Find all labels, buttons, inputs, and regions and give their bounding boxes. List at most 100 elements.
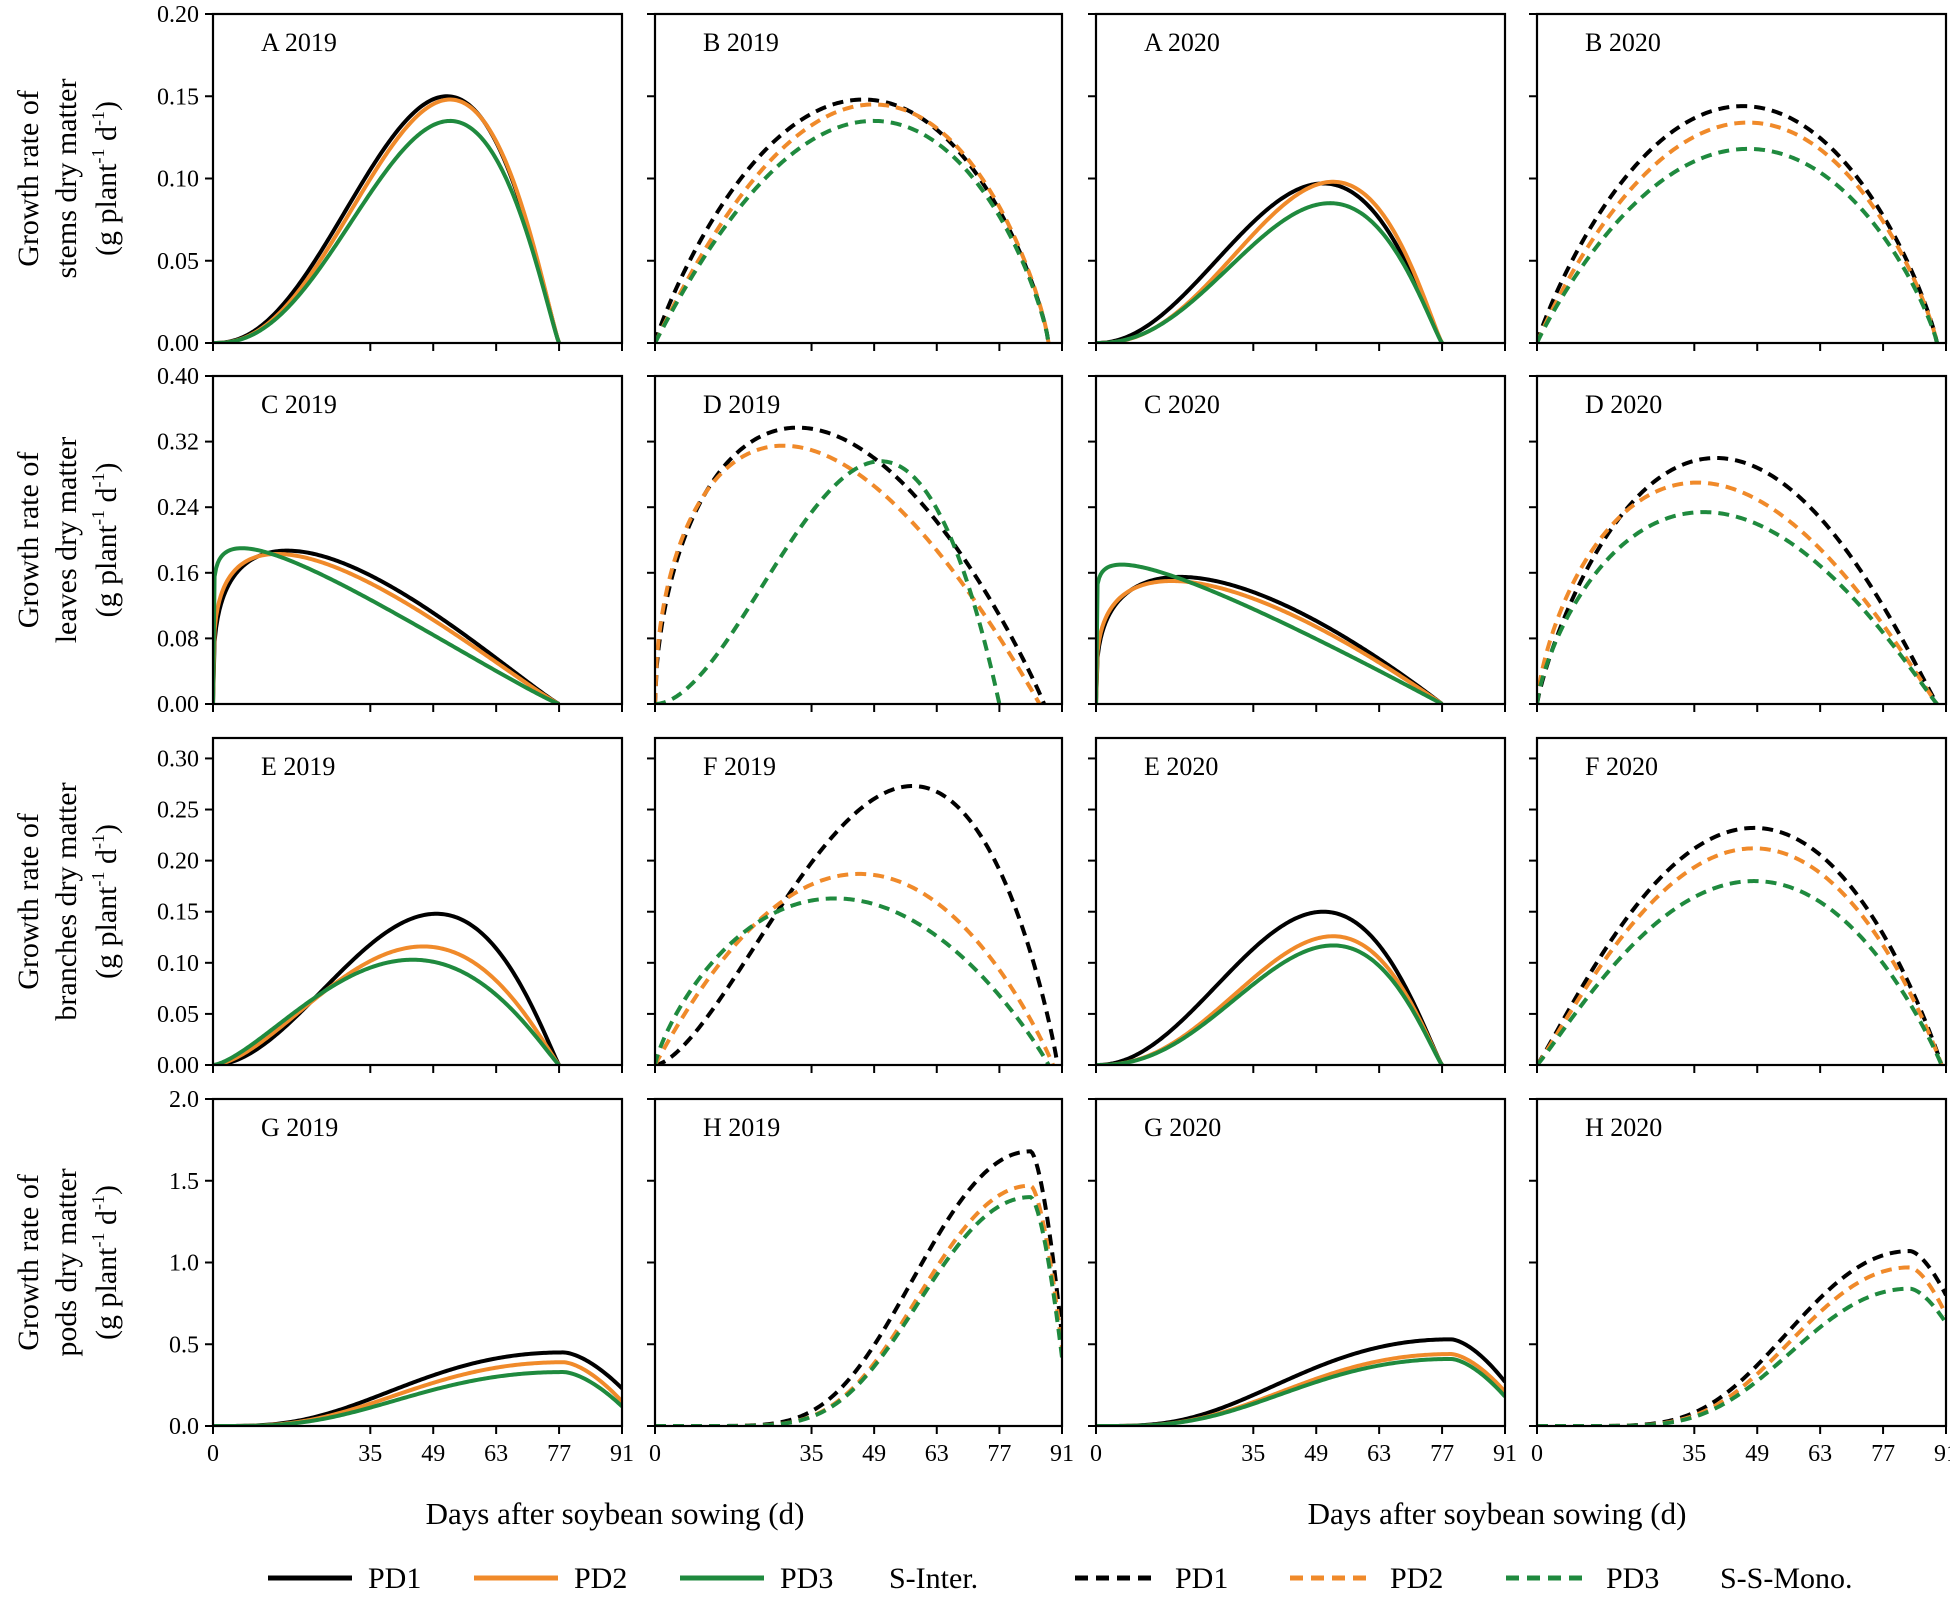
- y-tick-label: 0.05: [157, 249, 199, 275]
- series-line-pd3: [1537, 1286, 1946, 1426]
- row-label-line2: leaves dry matter: [50, 437, 83, 644]
- panel-title: G 2020: [1144, 1113, 1221, 1142]
- panel-title: H 2020: [1585, 1113, 1662, 1142]
- y-tick-label: 0.16: [157, 561, 199, 587]
- panel-d-2020: D 2020: [1529, 374, 1948, 712]
- series-line-pd2: [655, 102, 1051, 343]
- row-label: Growth rate of leaves dry matter (g plant-…: [12, 437, 123, 644]
- row-label: Growth rate of stems dry matter (g plant-1…: [12, 79, 123, 279]
- series-line-pd2: [655, 871, 1055, 1065]
- plot-frame: [1094, 1097, 1507, 1428]
- x-tick-label: 0: [1090, 1441, 1102, 1467]
- series-line-pd3: [1537, 146, 1939, 343]
- series-line-pd3: [1096, 1356, 1505, 1426]
- panel-f-2019: F 2019: [647, 736, 1064, 1073]
- row-label-line2: pods dry matter: [50, 1168, 83, 1356]
- series-line-pd1: [1537, 455, 1939, 704]
- x-tick-label: 91: [1934, 1441, 1950, 1467]
- row-label: Growth rate of branches dry matter (g plan…: [12, 782, 123, 1020]
- y-tick-label: 0.0: [169, 1414, 199, 1440]
- panel-g-2020: G 2020 0 35 49 63 77 91: [1088, 1097, 1517, 1467]
- legend-label: PD3: [780, 1562, 833, 1595]
- y-tick-label: 0.40: [157, 364, 199, 390]
- x-tick-label: 35: [1241, 1441, 1265, 1467]
- x-tick-label: 49: [862, 1441, 886, 1467]
- y-tick-label: 0.20: [157, 2, 199, 28]
- panel-e-2019: E 2019 0.00 0.05 0.10 0.15 0.20 0.25 0.30: [157, 736, 624, 1079]
- legend-label: PD2: [574, 1562, 627, 1595]
- plot-frame: [653, 12, 1064, 345]
- row-label-unit: (g plant-1 d-1): [88, 824, 123, 979]
- row-label-line2: branches dry matter: [50, 782, 83, 1020]
- x-tick-label: 77: [1871, 1441, 1895, 1467]
- plot-frame: [1535, 374, 1948, 706]
- plot-frame: [653, 736, 1064, 1067]
- series-line-pd2: [213, 551, 560, 704]
- y-tick-label: 0.05: [157, 1002, 199, 1028]
- series-line-pd2: [1096, 1352, 1505, 1426]
- x-axis-label-right: Days after soybean sowing (d): [1308, 1496, 1687, 1531]
- row-label-line1: Growth rate of: [12, 452, 45, 629]
- series-line-pd1: [213, 94, 561, 343]
- x-tick-label: 35: [358, 1441, 382, 1467]
- series-line-pd2: [1537, 480, 1939, 704]
- x-tick-label: 35: [800, 1441, 824, 1467]
- panel-title: C 2019: [261, 390, 337, 419]
- plot-frame: [1535, 1097, 1948, 1428]
- panel-title: G 2019: [261, 1113, 338, 1142]
- legend-label: PD1: [1175, 1562, 1228, 1595]
- panel-title: F 2019: [703, 752, 776, 781]
- x-tick-label: 0: [1531, 1441, 1543, 1467]
- series-line-pd1: [655, 1149, 1062, 1426]
- x-tick-label: 91: [1493, 1441, 1517, 1467]
- x-tick-label: 77: [1430, 1441, 1454, 1467]
- panel-a-2019: A 2019 0.00 0.05 0.10 0.15 0.20: [157, 2, 624, 357]
- panel-title: D 2020: [1585, 390, 1662, 419]
- panel-title: B 2019: [703, 28, 779, 57]
- y-tick-label: 2.0: [169, 1087, 199, 1113]
- y-tick-label: 0.25: [157, 798, 199, 824]
- series-line-pd3: [655, 459, 1002, 704]
- series-line-pd3: [213, 546, 560, 704]
- plot-frame: [653, 374, 1064, 706]
- y-tick-label: 0.32: [157, 430, 199, 456]
- series-line-pd3: [655, 118, 1051, 343]
- series-line-pd3: [1096, 943, 1444, 1065]
- panel-title: D 2019: [703, 390, 780, 419]
- y-tick-label: 0.00: [157, 692, 199, 718]
- plot-frame: [1535, 12, 1948, 345]
- plot-frame: [1094, 736, 1507, 1067]
- y-tick-label: 0.10: [157, 167, 199, 193]
- x-tick-label: 49: [421, 1441, 445, 1467]
- series-line-pd3: [213, 1370, 622, 1426]
- x-tick-label: 0: [207, 1441, 219, 1467]
- series-line-pd2: [655, 443, 1042, 704]
- y-tick-label: 0.00: [157, 1053, 199, 1079]
- plot-frame: [211, 736, 624, 1067]
- x-tick-label: 91: [1050, 1441, 1074, 1467]
- series-line-pd1: [1096, 574, 1444, 704]
- panel-title: A 2019: [261, 28, 337, 57]
- legend-label: PD2: [1390, 1562, 1443, 1595]
- panel-c-2020: C 2020: [1088, 374, 1507, 712]
- panel-e-2020: E 2020: [1088, 736, 1507, 1073]
- row-labels: Growth rate of stems dry matter (g plant-1…: [12, 79, 123, 1357]
- y-tick-label: 0.5: [169, 1332, 199, 1358]
- y-tick-label: 0.00: [157, 331, 199, 357]
- plot-frame: [1094, 374, 1507, 706]
- x-tick-label: 77: [547, 1441, 571, 1467]
- series-line-pd3: [213, 118, 561, 343]
- series-line-pd2: [1537, 846, 1944, 1065]
- x-tick-label: 35: [1682, 1441, 1706, 1467]
- series-line-pd1: [1537, 104, 1939, 343]
- legend-group-solid: S-Inter.: [889, 1562, 978, 1595]
- legend: PD1 PD2 PD3 S-Inter. PD1 PD2 PD3 S-S-Mono.: [268, 1562, 1853, 1595]
- x-axis-label-left: Days after soybean sowing (d): [426, 1496, 805, 1531]
- plot-frame: [211, 12, 624, 345]
- panel-d-2019: D 2019: [647, 374, 1064, 712]
- panel-title: B 2020: [1585, 28, 1661, 57]
- series-line-pd1: [213, 548, 561, 704]
- series-line-pd3: [1096, 562, 1444, 704]
- y-tick-label: 0.08: [157, 626, 199, 652]
